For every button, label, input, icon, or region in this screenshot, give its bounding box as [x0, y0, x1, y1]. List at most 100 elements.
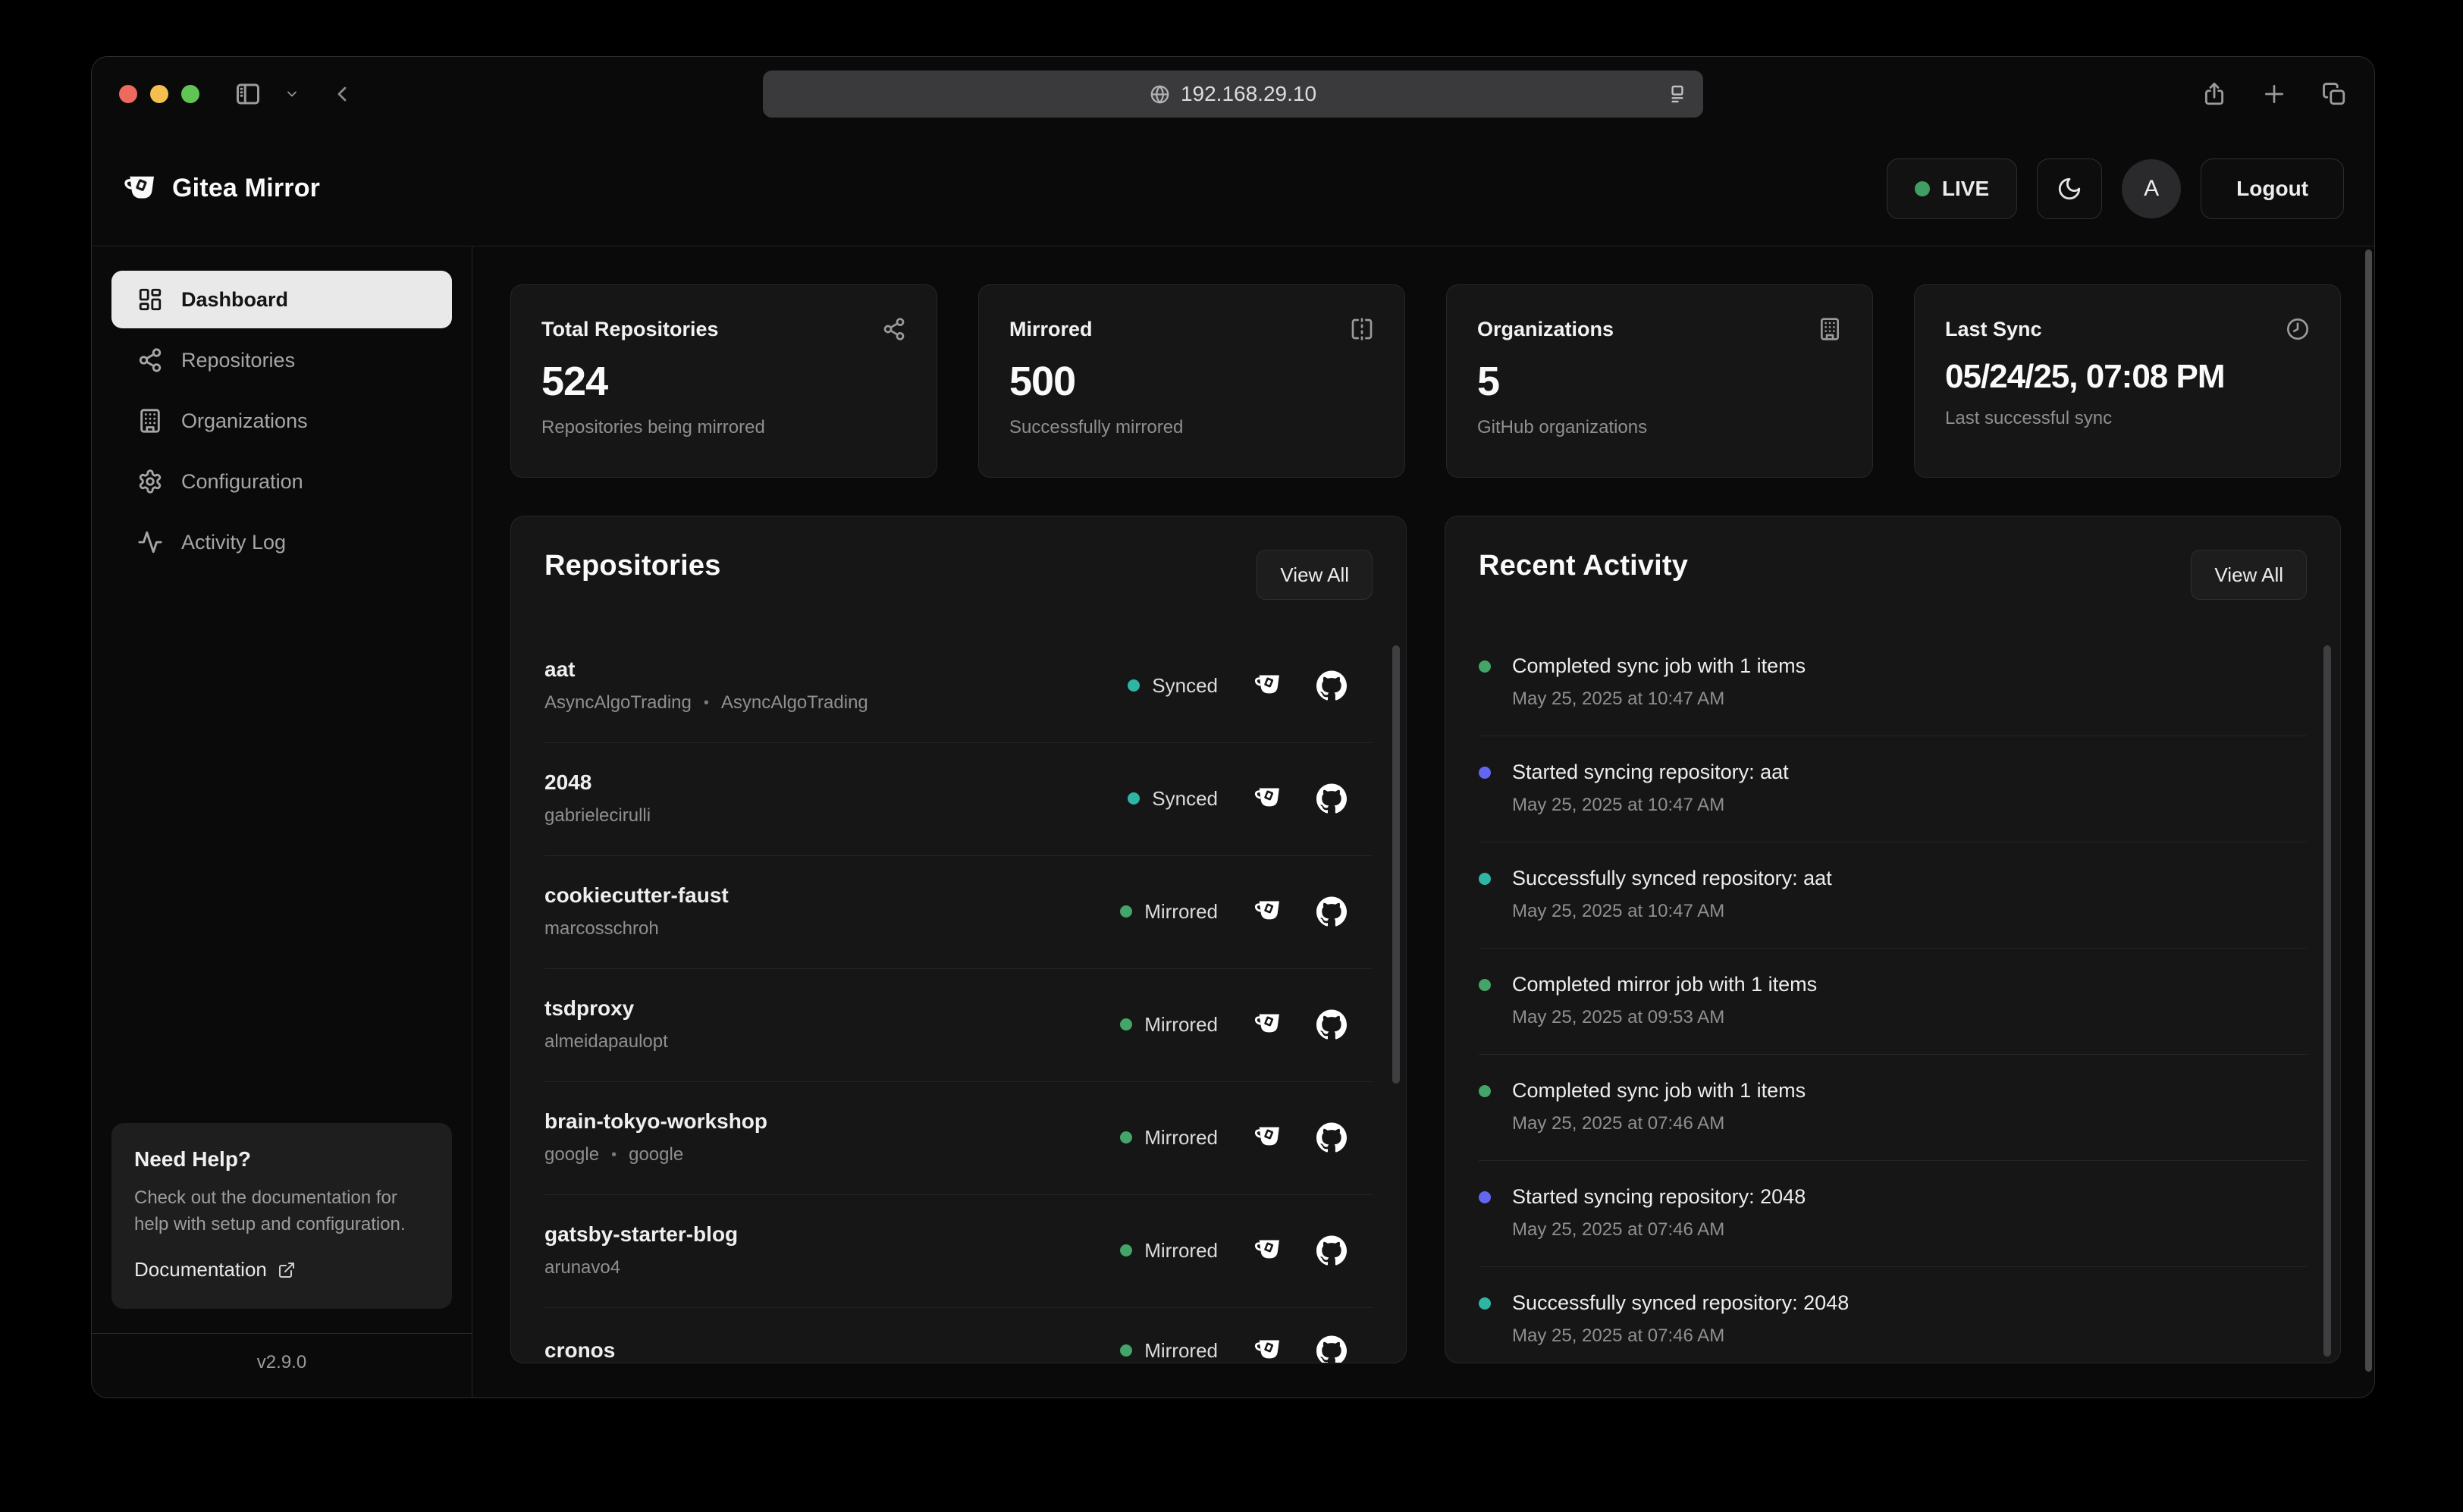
org-separator: •: [703, 694, 709, 711]
github-icon[interactable]: [1316, 1335, 1347, 1363]
status-dot: [1120, 1018, 1133, 1030]
sidebar-item-activity-log[interactable]: Activity Log: [111, 513, 452, 571]
repo-status-badge: Mirrored: [1120, 1126, 1218, 1150]
repo-row: brain-tokyo-workshop google • google Mirrore…: [544, 1082, 1373, 1195]
back-button[interactable]: [330, 82, 354, 106]
repo-status-label: Synced: [1152, 786, 1218, 810]
repo-org-name: gabrielecirulli: [544, 805, 651, 826]
avatar[interactable]: A: [2122, 158, 2182, 218]
reader-view-icon[interactable]: [1667, 83, 1688, 105]
repo-org-name: marcosschroh: [544, 918, 659, 939]
gitea-cup-icon[interactable]: [1253, 1125, 1283, 1150]
activity-view-all-button[interactable]: View All: [2191, 550, 2307, 600]
status-dot: [1120, 1244, 1133, 1256]
stat-value: 524: [541, 359, 608, 404]
github-icon[interactable]: [1316, 1009, 1347, 1040]
repo-row-actions: Mirrored: [1120, 1009, 1373, 1040]
repo-name: 2048: [544, 770, 592, 794]
repo-row: tsdproxy almeidapaulopt Mirrored: [544, 969, 1373, 1082]
stat-card-header: Last Sync: [1945, 317, 2310, 341]
activity-row: Completed sync job with 1 items May 25, 2…: [1479, 630, 2307, 736]
app-header: Gitea Mirror LIVE A Logout: [92, 131, 2374, 246]
moon-icon: [2057, 176, 2082, 202]
repo-org: AsyncAlgoTrading • AsyncAlgoTrading: [544, 692, 868, 714]
activity-timestamp: May 25, 2025 at 10:47 AM: [1512, 795, 1725, 815]
repo-status-label: Mirrored: [1144, 1238, 1218, 1262]
theme-toggle-button[interactable]: [2037, 158, 2103, 219]
activity-body: Started syncing repository: aat May 25, 2…: [1512, 761, 1789, 816]
repo-org-name: almeidapaulopt: [544, 1031, 668, 1052]
logout-button[interactable]: Logout: [2201, 158, 2344, 219]
chevron-down-icon[interactable]: [284, 86, 300, 102]
minimize-window-button[interactable]: [150, 85, 168, 103]
repo-row: cookiecutter-faust marcosschroh Mirrored: [544, 856, 1373, 969]
building-icon: [137, 408, 163, 434]
activity-scrollbar[interactable]: [2323, 645, 2331, 1357]
gitea-cup-icon[interactable]: [1253, 1012, 1283, 1037]
app-version: v2.9.0: [256, 1352, 307, 1372]
sidebar-item-label: Configuration: [181, 469, 303, 493]
page-scrollbar[interactable]: [2365, 249, 2372, 1372]
sidebar-item-label: Dashboard: [181, 287, 289, 311]
github-icon[interactable]: [1316, 1122, 1347, 1153]
repositories-scrollbar[interactable]: [1392, 645, 1400, 1084]
stat-card-header: Organizations: [1477, 317, 1842, 341]
sidebar-item-configuration[interactable]: Configuration: [111, 453, 452, 510]
gear-icon: [137, 469, 163, 494]
live-status-button[interactable]: LIVE: [1886, 158, 2018, 219]
share-icon[interactable]: [2201, 81, 2227, 107]
repo-row: gatsby-starter-blog arunavo4 Mirrored: [544, 1195, 1373, 1308]
documentation-link[interactable]: Documentation: [134, 1258, 429, 1281]
app-logo[interactable]: Gitea Mirror: [122, 173, 320, 205]
repo-info: tsdproxy almeidapaulopt: [544, 996, 668, 1052]
repo-name: cronos: [544, 1338, 616, 1362]
sidebar-item-organizations[interactable]: Organizations: [111, 392, 452, 450]
repo-org: almeidapaulopt: [544, 1031, 668, 1052]
stat-value: 500: [1009, 359, 1076, 404]
activity-row: Completed sync job with 1 items May 25, 2…: [1479, 1055, 2307, 1161]
repo-row: cronos Mirrored: [544, 1308, 1373, 1363]
stat-caption: Repositories being mirrored: [541, 417, 765, 438]
recent-activity-title: Recent Activity: [1479, 550, 1689, 582]
help-body: Check out the documentation for help wit…: [134, 1187, 406, 1235]
repo-row-actions: Synced: [1128, 783, 1373, 814]
github-icon[interactable]: [1316, 1235, 1347, 1266]
sidebar-toggle-icon[interactable]: [234, 80, 262, 108]
gitea-cup-icon[interactable]: [1253, 786, 1283, 811]
gitea-cup-icon[interactable]: [1253, 1238, 1283, 1263]
status-dot: [1128, 679, 1141, 692]
stat-label: Total Repositories: [541, 317, 719, 340]
repo-row: aat AsyncAlgoTrading • AsyncAlgoTrading Sync…: [544, 630, 1373, 743]
sidebar-item-repositories[interactable]: Repositories: [111, 331, 452, 389]
status-dot: [1128, 792, 1141, 805]
activity-timestamp: May 25, 2025 at 07:46 AM: [1512, 1113, 1725, 1134]
activity-dot: [1479, 1191, 1491, 1203]
github-icon[interactable]: [1316, 896, 1347, 927]
new-tab-icon[interactable]: [2262, 82, 2286, 106]
zoom-window-button[interactable]: [181, 85, 199, 103]
github-icon[interactable]: [1316, 670, 1347, 701]
repo-status-badge: Mirrored: [1120, 1013, 1218, 1037]
sidebar-item-dashboard[interactable]: Dashboard: [111, 271, 452, 328]
stats-row: Total Repositories 524 Repositories being …: [510, 284, 2341, 478]
close-window-button[interactable]: [119, 85, 137, 103]
gitea-cup-icon[interactable]: [1253, 899, 1283, 924]
mirror-icon: [1350, 317, 1374, 341]
activity-timestamp: May 25, 2025 at 07:46 AM: [1512, 1325, 1725, 1346]
gitea-cup-icon[interactable]: [1253, 1338, 1283, 1363]
building-icon: [1818, 317, 1842, 341]
stat-value: 5: [1477, 359, 1500, 404]
github-icon[interactable]: [1316, 783, 1347, 814]
repo-info: 2048 gabrielecirulli: [544, 770, 651, 827]
address-bar[interactable]: 192.168.29.10: [763, 71, 1703, 118]
repo-info: aat AsyncAlgoTrading • AsyncAlgoTrading: [544, 657, 868, 714]
activity-dot: [1479, 1297, 1491, 1310]
stat-value: 05/24/25, 07:08 PM: [1945, 358, 2225, 395]
repositories-view-all-button[interactable]: View All: [1257, 550, 1373, 600]
activity-dot: [1479, 660, 1491, 673]
live-label: LIVE: [1941, 176, 1990, 200]
tab-overview-icon[interactable]: [2321, 81, 2347, 107]
stat-card-header: Total Repositories: [541, 317, 906, 341]
gitea-cup-icon[interactable]: [1253, 673, 1283, 698]
external-link-icon: [278, 1261, 296, 1279]
